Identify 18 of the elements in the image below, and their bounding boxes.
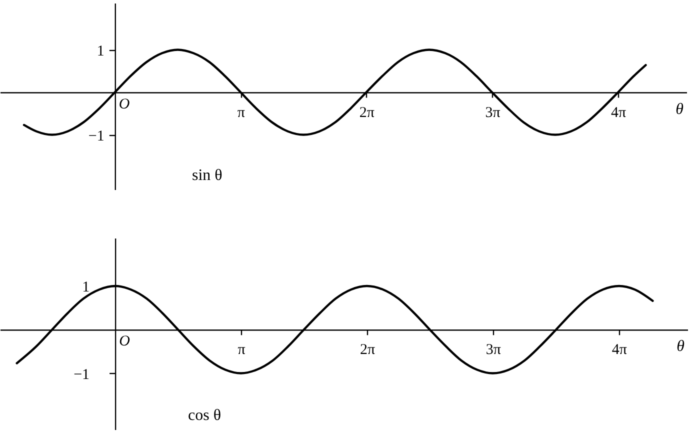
x-axis-title: θ — [676, 338, 685, 356]
x-tick-label: 3π — [486, 342, 502, 358]
text: sin θ — [192, 167, 222, 184]
x-tick-label: 2π — [359, 104, 375, 121]
y-tick-label: −1 — [74, 366, 90, 383]
x-tick-label: 4π — [610, 104, 626, 121]
y-tick-label: 1 — [82, 280, 90, 296]
x-tick-label: π — [237, 104, 246, 121]
x-tick-label: 4π — [612, 342, 628, 358]
y-tick-label: −1 — [88, 128, 104, 144]
x-tick-label: 2π — [360, 342, 376, 358]
text: cos θ — [188, 407, 221, 424]
x-tick-label: 3π — [485, 104, 501, 121]
x-axis-title: θ — [676, 100, 684, 118]
y-tick-label: 1 — [96, 43, 104, 60]
x-tick-label: π — [238, 342, 246, 358]
annotation: O — [118, 96, 130, 112]
annotation: O — [119, 334, 130, 350]
